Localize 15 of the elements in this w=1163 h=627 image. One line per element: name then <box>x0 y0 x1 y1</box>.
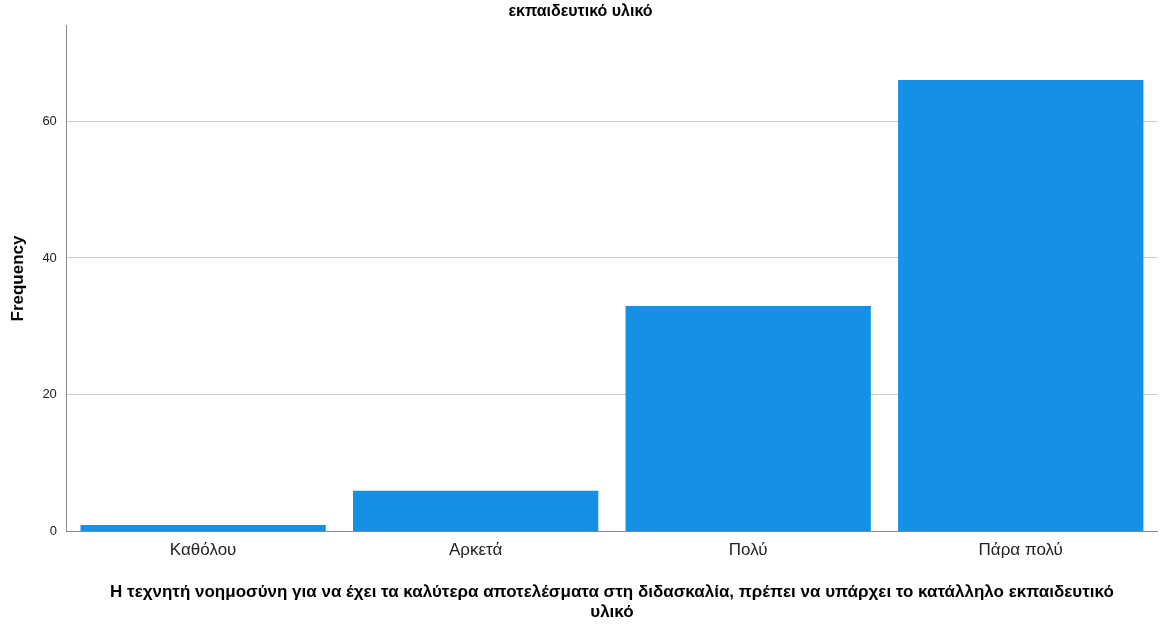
x-axis-title: Η τεχνητή νοημοσύνη για να έχει τα καλύτερα αποτελέσματα στη διδασκαλία, πρέπει να υπάρχει το κατάλληλο εκπαιδευτικό υλικό <box>110 582 1114 622</box>
y-axis-title: Frequency <box>7 234 27 322</box>
chart-title: εκπαιδευτικό υλικό <box>508 2 653 20</box>
y-tick-label: 20 <box>42 386 57 402</box>
x-tick-label: Αρκετά <box>448 539 503 559</box>
y-tick-label: 0 <box>49 523 57 539</box>
x-tick-label: Πάρα πολύ <box>978 539 1063 559</box>
bar <box>353 490 599 532</box>
bar <box>80 524 326 532</box>
x-tick-label: Πολύ <box>728 539 768 559</box>
y-tick-label: 40 <box>42 249 57 265</box>
y-tick-label: 60 <box>42 112 57 128</box>
bar <box>625 305 871 532</box>
bar <box>898 79 1144 532</box>
x-tick-label: Καθόλου <box>169 539 237 559</box>
